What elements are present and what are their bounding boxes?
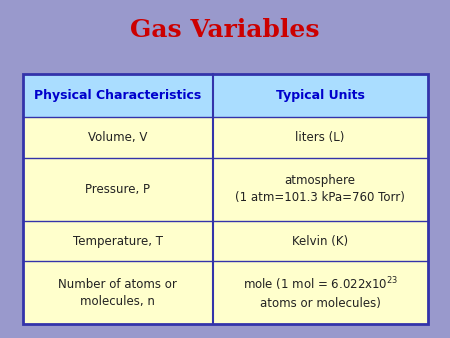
- Text: atmosphere
(1 atm=101.3 kPa=760 Torr): atmosphere (1 atm=101.3 kPa=760 Torr): [235, 174, 405, 204]
- FancyBboxPatch shape: [22, 74, 427, 324]
- Text: Pressure, P: Pressure, P: [85, 183, 150, 196]
- Text: liters (L): liters (L): [296, 131, 345, 144]
- Text: mole (1 mol = 6.022x10$^{23}$
atoms or molecules): mole (1 mol = 6.022x10$^{23}$ atoms or m…: [243, 275, 398, 310]
- Text: Physical Characteristics: Physical Characteristics: [34, 90, 201, 102]
- Text: Temperature, T: Temperature, T: [72, 235, 163, 248]
- Text: Gas Variables: Gas Variables: [130, 18, 320, 43]
- Text: Kelvin (K): Kelvin (K): [292, 235, 348, 248]
- Text: Number of atoms or
molecules, n: Number of atoms or molecules, n: [58, 278, 177, 308]
- FancyBboxPatch shape: [22, 74, 427, 118]
- Text: Volume, V: Volume, V: [88, 131, 147, 144]
- Text: Typical Units: Typical Units: [276, 90, 365, 102]
